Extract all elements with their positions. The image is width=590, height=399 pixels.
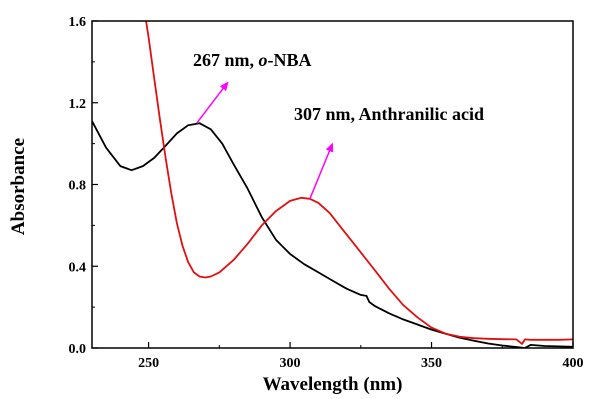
x-tick-label: 250 xyxy=(138,356,159,371)
y-tick-label: 0.0 xyxy=(69,342,87,357)
y-axis-title: Absorbance xyxy=(8,138,29,235)
axis-ticks xyxy=(92,20,574,349)
series-line-2 xyxy=(145,21,573,345)
plot-frame xyxy=(91,20,574,349)
x-tick-label: 300 xyxy=(280,356,301,371)
axis-tick-labels: 250 300 350 400 0.0 0.4 0.8 1.2 1.6 xyxy=(69,15,584,371)
x-axis-title: Wavelength (nm) xyxy=(263,374,403,395)
y-tick-label: 0.8 xyxy=(69,179,87,194)
annotation-label: 307 nm, Anthranilic acid xyxy=(294,104,484,124)
x-tick-label: 350 xyxy=(421,356,442,371)
annotation-arrow xyxy=(309,142,334,200)
y-tick-label: 0.4 xyxy=(69,260,87,275)
annotation-label: 267 nm, o-NBA xyxy=(193,50,312,70)
annotations: 267 nm, o-NBA 307 nm, Anthranilic acid xyxy=(193,50,484,200)
y-tick-label: 1.2 xyxy=(69,97,87,112)
plot-content xyxy=(92,21,573,348)
x-tick-label: 400 xyxy=(563,356,584,371)
series-line-1 xyxy=(92,120,573,348)
y-tick-label: 1.6 xyxy=(69,15,87,30)
annotation-arrow xyxy=(196,81,229,124)
